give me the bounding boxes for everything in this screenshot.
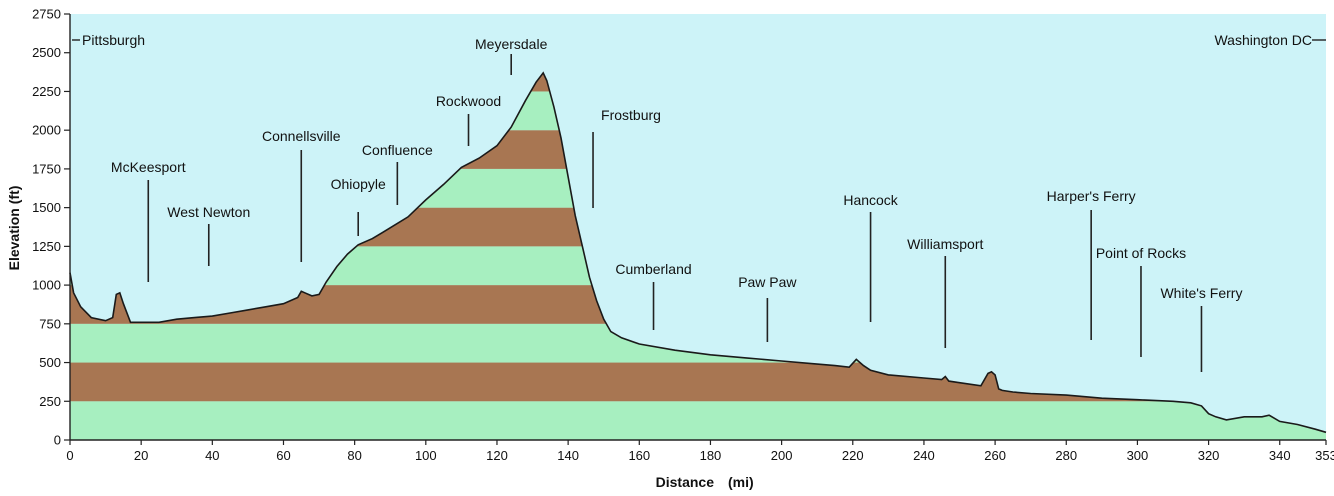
y-tick-label: 250: [39, 394, 61, 409]
y-tick-label: 2000: [32, 123, 61, 138]
y-tick-label: 1500: [32, 200, 61, 215]
y-tick-label: 2250: [32, 84, 61, 99]
town-label: Frostburg: [601, 107, 661, 123]
x-axis-unit: (mi): [728, 474, 754, 490]
x-tick-label: 0: [66, 448, 73, 463]
town-label: Paw Paw: [738, 274, 797, 290]
x-tick-label: 220: [842, 448, 864, 463]
elevation-band: [70, 401, 1326, 440]
town-annotation: White's Ferry: [1160, 285, 1242, 372]
x-tick-label: 260: [984, 448, 1006, 463]
town-label: Rockwood: [436, 93, 501, 109]
town-label: Point of Rocks: [1096, 245, 1186, 261]
town-annotation: Rockwood: [436, 93, 501, 146]
y-tick-label: 2750: [32, 7, 61, 22]
town-annotation: Ohiopyle: [331, 176, 386, 236]
town-annotations: Pittsburgh McKeesport West Newton Connellsv…: [72, 32, 1326, 372]
x-tick-label: 100: [415, 448, 437, 463]
x-tick-label: 320: [1198, 448, 1220, 463]
x-tick-label: 80: [347, 448, 361, 463]
town-label: White's Ferry: [1160, 285, 1242, 301]
town-annotation: Connellsville: [262, 128, 341, 262]
x-tick-label: 280: [1055, 448, 1077, 463]
x-tick-label: 353: [1315, 448, 1334, 463]
x-tick-label: 200: [771, 448, 793, 463]
y-tick-label: 2500: [32, 45, 61, 60]
town-annotation: Hancock: [843, 192, 899, 322]
town-label: Meyersdale: [475, 36, 548, 52]
x-tick-label: 140: [557, 448, 579, 463]
town-label: Confluence: [362, 142, 433, 158]
town-annotation: Pittsburgh: [72, 32, 145, 48]
x-axis-title: Distance: [656, 474, 715, 490]
town-annotation: Washington DC: [1214, 32, 1326, 48]
town-label: West Newton: [167, 204, 250, 220]
town-annotation: Meyersdale: [475, 36, 548, 75]
elevation-profile-line: [69, 71, 1327, 434]
town-label: Cumberland: [615, 261, 691, 277]
y-tick-label: 500: [39, 355, 61, 370]
town-label: Williamsport: [907, 236, 983, 252]
y-tick-label: 1750: [32, 161, 61, 176]
town-annotation: Harper's Ferry: [1047, 188, 1136, 340]
y-tick-label: 1000: [32, 278, 61, 293]
town-annotation: Frostburg: [592, 107, 661, 208]
town-annotation: McKeesport: [111, 159, 186, 282]
y-tick-label: 0: [54, 433, 61, 448]
town-annotation: Cumberland: [615, 261, 692, 330]
x-tick-label: 120: [486, 448, 508, 463]
x-tick-label: 300: [1127, 448, 1149, 463]
x-tick-label: 20: [134, 448, 148, 463]
town-annotation: Confluence: [362, 142, 433, 205]
x-tick-label: 60: [276, 448, 290, 463]
x-tick-label: 160: [628, 448, 650, 463]
town-label: McKeesport: [111, 159, 186, 175]
y-axis-title: Elevation (ft): [6, 186, 22, 271]
town-label: Pittsburgh: [82, 32, 145, 48]
town-label: Ohiopyle: [331, 176, 386, 192]
x-tick-label: 180: [700, 448, 722, 463]
y-tick-label: 1250: [32, 239, 61, 254]
town-annotation: Williamsport: [907, 236, 984, 348]
x-tick-label: 340: [1269, 448, 1291, 463]
axes: 0250500750100012501500175020002250250027…: [32, 7, 1334, 464]
y-tick-label: 750: [39, 316, 61, 331]
town-label: Harper's Ferry: [1047, 188, 1136, 204]
x-tick-label: 240: [913, 448, 935, 463]
town-label: Hancock: [843, 192, 898, 208]
town-annotation: Point of Rocks: [1096, 245, 1186, 357]
town-label: Washington DC: [1214, 32, 1312, 48]
x-tick-label: 40: [205, 448, 219, 463]
town-annotation: Paw Paw: [738, 274, 797, 342]
town-annotation: West Newton: [167, 204, 250, 266]
town-label: Connellsville: [262, 128, 341, 144]
